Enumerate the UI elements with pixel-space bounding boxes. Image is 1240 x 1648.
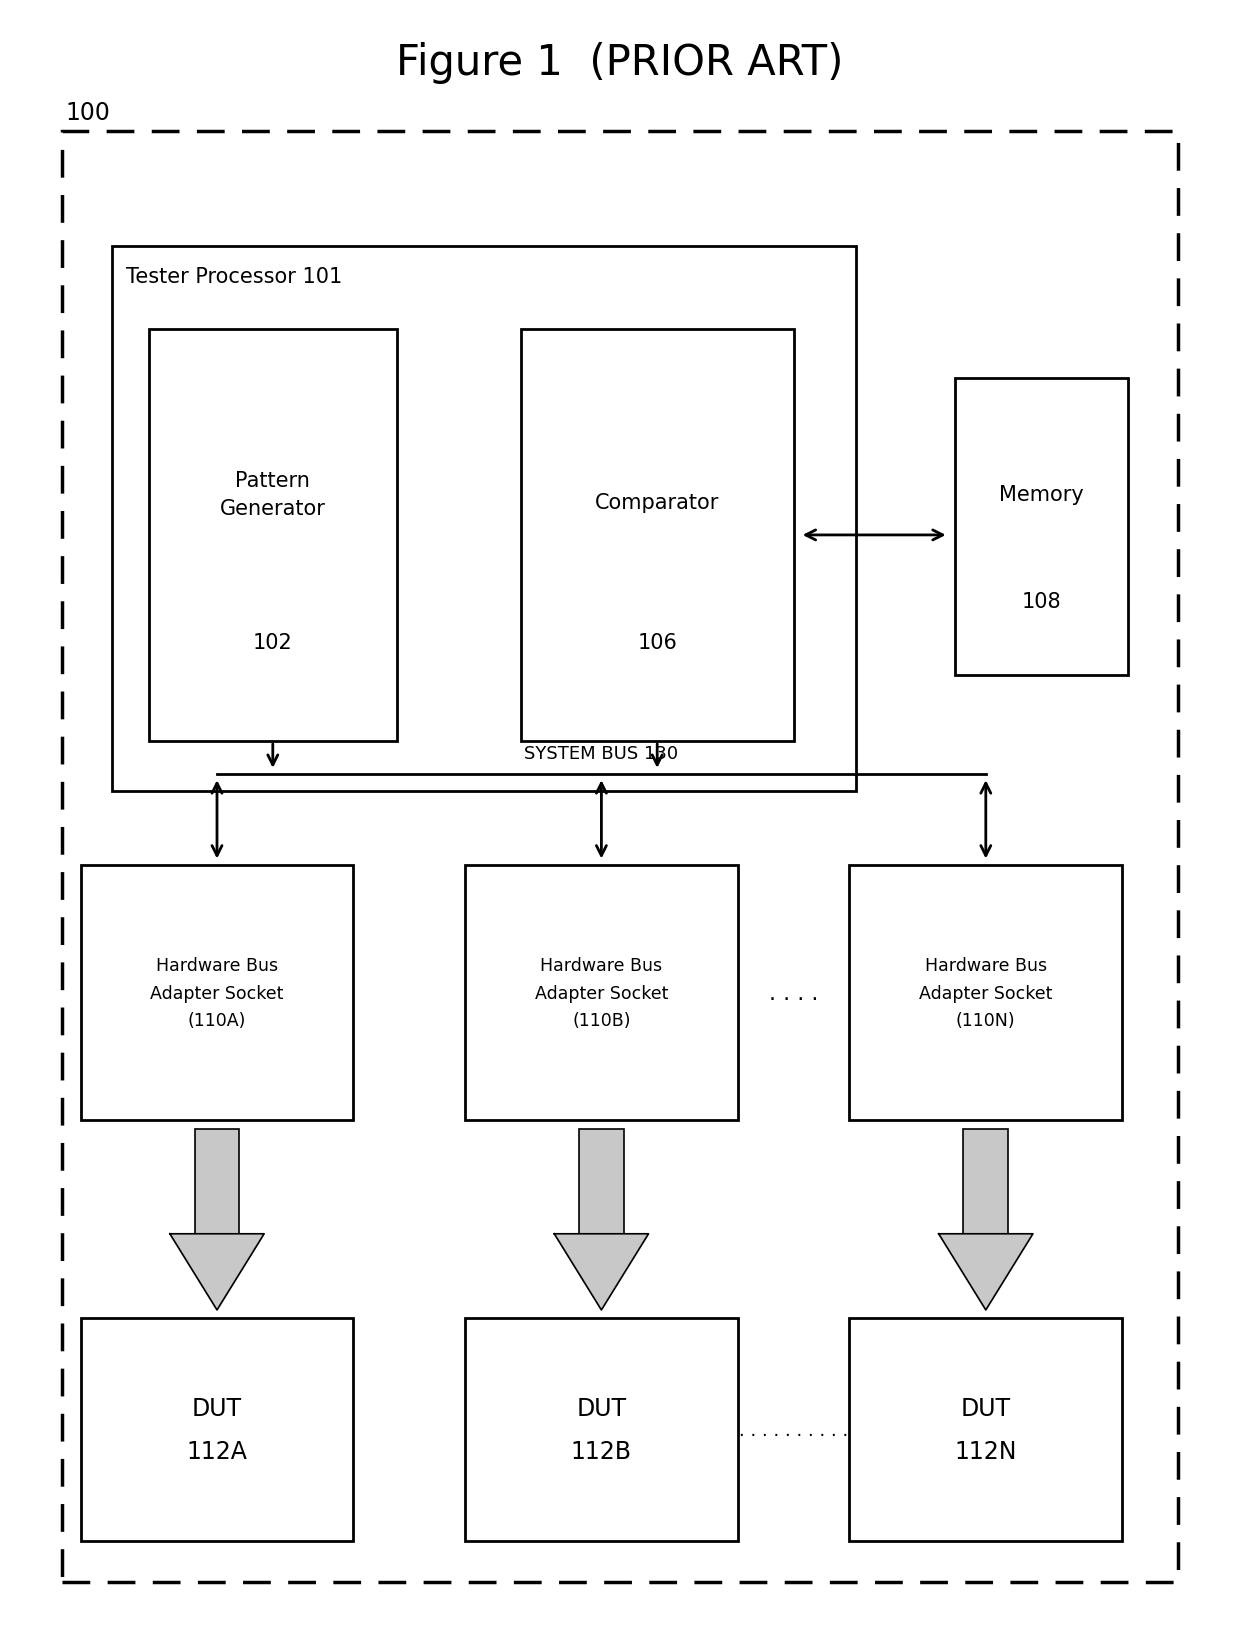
Text: Hardware Bus
Adapter Socket
(110N): Hardware Bus Adapter Socket (110N) [919,956,1053,1030]
Text: DUT
112A: DUT 112A [186,1396,248,1463]
Bar [81,865,353,1121]
Text: 102: 102 [253,633,293,653]
Text: Hardware Bus
Adapter Socket
(110A): Hardware Bus Adapter Socket (110A) [150,956,284,1030]
Bar [112,247,856,791]
Bar [521,330,794,742]
Text: Figure 1  (PRIOR ART): Figure 1 (PRIOR ART) [397,41,843,84]
Text: DUT
112B: DUT 112B [570,1396,632,1463]
Polygon shape [170,1234,264,1310]
Bar [955,379,1128,676]
Text: Memory: Memory [999,485,1084,504]
Bar [81,1318,353,1541]
Text: 108: 108 [1022,592,1061,611]
Bar [465,1318,738,1541]
Bar [849,1318,1122,1541]
Text: SYSTEM BUS 130: SYSTEM BUS 130 [525,745,678,763]
Bar [149,330,397,742]
Bar [963,1129,1008,1234]
Text: Pattern
Generator: Pattern Generator [219,470,326,519]
Text: 106: 106 [637,633,677,653]
Bar [62,132,1178,1582]
Bar [579,1129,624,1234]
Text: . . . . . . . . . .: . . . . . . . . . . [739,1421,848,1439]
Text: Hardware Bus
Adapter Socket
(110B): Hardware Bus Adapter Socket (110B) [534,956,668,1030]
Bar [849,865,1122,1121]
Bar [195,1129,239,1234]
Bar [465,865,738,1121]
Text: . . . .: . . . . [769,982,818,1004]
Text: 100: 100 [66,101,110,125]
Text: Tester Processor 101: Tester Processor 101 [126,267,342,287]
Text: DUT
112N: DUT 112N [955,1396,1017,1463]
Text: Comparator: Comparator [595,493,719,513]
Polygon shape [554,1234,649,1310]
Polygon shape [939,1234,1033,1310]
